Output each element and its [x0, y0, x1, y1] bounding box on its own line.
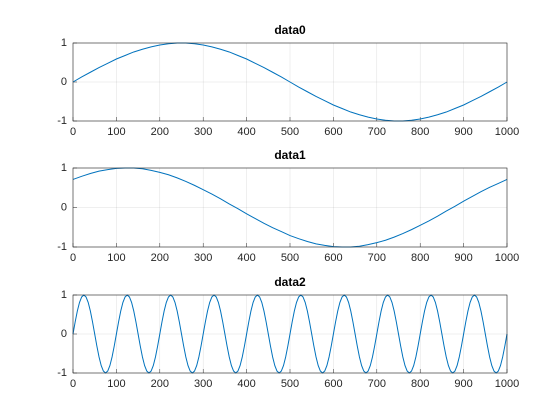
axes-box	[72, 294, 508, 374]
x-tick-label: 500	[281, 378, 299, 390]
x-tick-label: 200	[151, 252, 169, 264]
x-tick-label: 800	[411, 378, 429, 390]
x-tick-label: 100	[107, 252, 125, 264]
x-tick-label: 1000	[495, 378, 519, 390]
x-tick-label: 400	[237, 126, 255, 138]
data-line	[72, 42, 508, 122]
x-tick-label: 900	[454, 378, 472, 390]
axes: 0 100 200 300 400 500 600 700 800 900 1000-101data…	[57, 23, 519, 138]
x-tick-label: 400	[237, 252, 255, 264]
y-tick-label: 0	[61, 201, 67, 213]
axes-title: data1	[274, 148, 306, 162]
axes: 0 100 200 300 400 500 600 700 800 900 1000-101data…	[57, 148, 519, 264]
y-tick-label: 1	[61, 162, 67, 174]
x-tick-label: 600	[324, 126, 342, 138]
x-tick-label: 300	[194, 126, 212, 138]
x-tick-label: 0	[70, 378, 76, 390]
x-tick-label: 900	[454, 126, 472, 138]
data-line	[72, 167, 508, 248]
x-tick-label: 100	[107, 378, 125, 390]
y-tick-label: 0	[61, 328, 67, 340]
axes-title: data2	[274, 275, 306, 289]
x-tick-label: 1000	[495, 126, 519, 138]
x-tick-label: 0	[70, 126, 76, 138]
x-tick-label: 200	[151, 126, 169, 138]
x-tick-label: 700	[368, 126, 386, 138]
x-tick-label: 500	[281, 252, 299, 264]
axes: 0 100 200 300 400 500 600 700 800 900 1000-101data…	[57, 275, 519, 390]
x-tick-label: 200	[151, 378, 169, 390]
y-tick-label: 1	[61, 289, 67, 301]
plot-area	[73, 168, 507, 247]
x-tick-label: 600	[324, 252, 342, 264]
data-line	[72, 294, 508, 374]
x-tick-label: 800	[411, 126, 429, 138]
x-tick-label: 0	[70, 252, 76, 264]
x-tick-label: 900	[454, 252, 472, 264]
x-tick-label: 300	[194, 378, 212, 390]
x-tick-label: 1000	[495, 252, 519, 264]
x-tick-label: 600	[324, 378, 342, 390]
axes-box	[72, 167, 508, 248]
x-tick-label: 400	[237, 378, 255, 390]
x-tick-label: 500	[281, 126, 299, 138]
y-tick-label: -1	[57, 115, 67, 127]
x-tick-label: 800	[411, 252, 429, 264]
axes-box	[72, 42, 508, 122]
x-tick-label: 700	[368, 252, 386, 264]
y-tick-label: -1	[57, 241, 67, 253]
axes-title: data0	[274, 23, 306, 37]
x-tick-label: 700	[368, 378, 386, 390]
y-tick-label: 0	[61, 76, 67, 88]
y-tick-label: -1	[57, 367, 67, 379]
x-tick-label: 100	[107, 126, 125, 138]
y-tick-label: 1	[61, 37, 67, 49]
x-tick-label: 300	[194, 252, 212, 264]
